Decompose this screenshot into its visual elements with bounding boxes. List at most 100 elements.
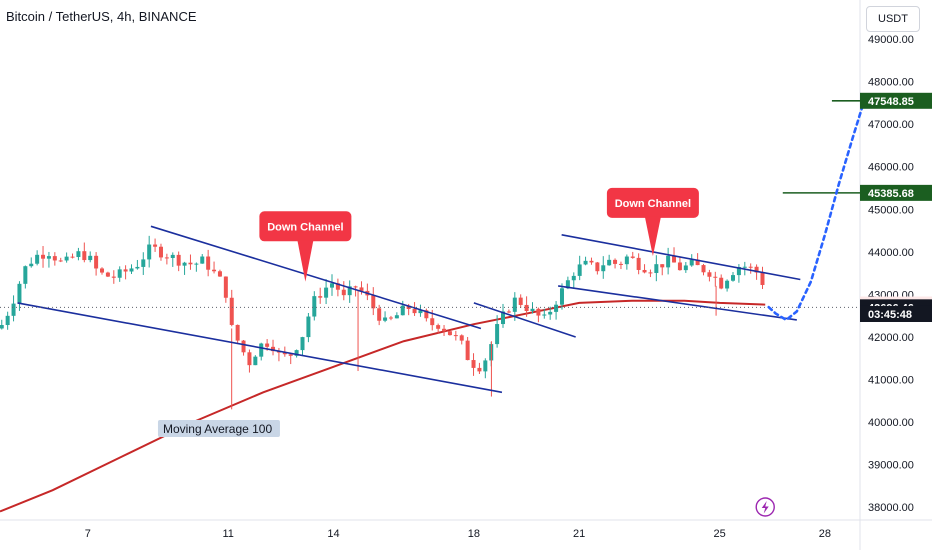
y-tick-label: 39000.00 bbox=[868, 460, 914, 472]
candle-body bbox=[465, 340, 470, 361]
forecast-path bbox=[767, 101, 865, 322]
candle-body bbox=[288, 354, 293, 356]
candle-body bbox=[341, 289, 346, 296]
candle-body bbox=[683, 265, 688, 271]
candle-body bbox=[601, 265, 606, 272]
candle-body bbox=[94, 255, 99, 269]
candle-body bbox=[565, 280, 570, 289]
candle-body bbox=[41, 254, 46, 259]
target-price-label-bg bbox=[860, 184, 932, 201]
candle-body bbox=[442, 328, 447, 332]
candle-body bbox=[412, 309, 417, 314]
candle-body bbox=[100, 268, 105, 273]
x-tick-label: 21 bbox=[573, 528, 585, 540]
candle-body bbox=[542, 314, 547, 316]
down-channel-callout: Down Channel bbox=[606, 187, 699, 257]
candle-body bbox=[141, 259, 146, 267]
candle-body bbox=[35, 254, 40, 264]
candle-body bbox=[613, 259, 618, 264]
x-tick-label: 14 bbox=[327, 528, 339, 540]
candle-body bbox=[58, 260, 63, 262]
candle-body bbox=[88, 255, 93, 261]
candle-body bbox=[383, 317, 388, 321]
candle-body bbox=[259, 343, 264, 357]
y-tick-label: 41000.00 bbox=[868, 375, 914, 387]
candle-body bbox=[548, 311, 553, 315]
moving-average-line bbox=[0, 299, 766, 513]
candle-body bbox=[459, 335, 464, 341]
candle-body bbox=[353, 286, 358, 288]
candle-body bbox=[400, 305, 405, 316]
candle-body bbox=[571, 275, 576, 281]
candle-body bbox=[524, 304, 529, 312]
candle-body bbox=[436, 325, 441, 329]
candle-body bbox=[654, 264, 659, 274]
candle-body bbox=[471, 360, 476, 368]
callout-arrow bbox=[644, 216, 661, 257]
candle-body bbox=[642, 269, 647, 273]
candle-body bbox=[719, 277, 724, 289]
candle-body bbox=[713, 276, 718, 278]
lightning-icon-bolt bbox=[761, 501, 769, 514]
candle-body bbox=[158, 246, 163, 258]
candle-body bbox=[695, 259, 700, 266]
candle-body bbox=[424, 310, 429, 319]
candle-body bbox=[589, 260, 594, 263]
candle-body bbox=[153, 244, 158, 247]
ma-label: Moving Average 100 bbox=[163, 422, 273, 436]
candle-body bbox=[754, 266, 759, 273]
candle-body bbox=[559, 288, 564, 305]
candle-body bbox=[135, 266, 140, 269]
channel-line-lower bbox=[558, 285, 797, 321]
candle-body bbox=[607, 259, 612, 266]
currency-button[interactable]: USDT bbox=[866, 6, 920, 32]
x-tick-label: 7 bbox=[85, 528, 91, 540]
candle-body bbox=[701, 265, 706, 273]
candle-body bbox=[23, 266, 28, 284]
candle-body bbox=[188, 262, 193, 265]
candle-body bbox=[17, 283, 22, 304]
candle-body bbox=[731, 275, 736, 281]
candle-body bbox=[170, 254, 175, 258]
candle-body bbox=[742, 266, 747, 268]
candle-body bbox=[347, 286, 352, 296]
candle-body bbox=[760, 272, 765, 285]
candle-body bbox=[164, 257, 169, 259]
channel-line-lower bbox=[17, 302, 503, 394]
candle-body bbox=[253, 356, 258, 366]
candle-body bbox=[672, 255, 677, 263]
y-tick-label: 44000.00 bbox=[868, 247, 914, 259]
lightning-icon[interactable] bbox=[755, 497, 775, 517]
candle-body bbox=[483, 360, 488, 372]
y-tick-label: 40000.00 bbox=[868, 417, 914, 429]
candle-body bbox=[512, 297, 517, 312]
target-price-label: 45385.68 bbox=[868, 188, 914, 200]
candle-body bbox=[82, 251, 87, 261]
ma-label-box bbox=[157, 419, 280, 437]
candle-body bbox=[707, 272, 712, 277]
candle-body bbox=[29, 263, 34, 267]
channel-line-upper bbox=[561, 234, 801, 281]
candle-body bbox=[11, 303, 16, 316]
candle-body bbox=[630, 256, 635, 258]
candle-body bbox=[123, 269, 128, 272]
candle-body bbox=[518, 297, 523, 305]
candle-body bbox=[329, 283, 334, 288]
candle-body bbox=[554, 304, 559, 312]
candle-body bbox=[648, 272, 653, 274]
candle-body bbox=[217, 271, 222, 277]
candle-body bbox=[176, 254, 181, 266]
candle-body bbox=[359, 287, 364, 291]
candle-body bbox=[76, 251, 81, 258]
candle-body bbox=[306, 316, 311, 338]
candle-body bbox=[725, 280, 730, 289]
candle-body bbox=[46, 256, 51, 259]
candle-body bbox=[229, 297, 234, 325]
y-tick-label: 45000.00 bbox=[868, 204, 914, 216]
candle-body bbox=[536, 308, 541, 316]
y-tick-label: 49000.00 bbox=[868, 34, 914, 46]
chart-title: Bitcoin / TetherUS, 4h, BINANCE bbox=[6, 9, 197, 24]
candle-body bbox=[52, 256, 57, 261]
callout-box bbox=[259, 211, 352, 242]
